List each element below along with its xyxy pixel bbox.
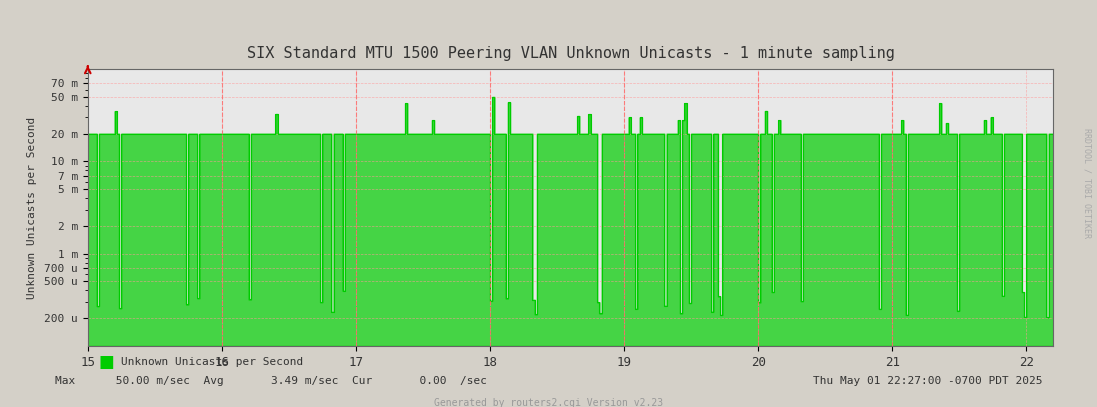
Text: Max      50.00 m/sec  Avg       3.49 m/sec  Cur       0.00  /sec: Max 50.00 m/sec Avg 3.49 m/sec Cur 0.00 … (55, 376, 487, 385)
Text: RRDTOOL / TOBI OETIKER: RRDTOOL / TOBI OETIKER (1083, 128, 1092, 238)
Text: Unknown Unicasts per Second: Unknown Unicasts per Second (121, 357, 303, 367)
Y-axis label: Unknown Unicasts per Second: Unknown Unicasts per Second (27, 116, 37, 299)
Title: SIX Standard MTU 1500 Peering VLAN Unknown Unicasts - 1 minute sampling: SIX Standard MTU 1500 Peering VLAN Unkno… (247, 46, 894, 61)
Text: ■: ■ (99, 353, 114, 371)
Text: Thu May 01 22:27:00 -0700 PDT 2025: Thu May 01 22:27:00 -0700 PDT 2025 (813, 376, 1042, 385)
Text: Generated by routers2.cgi Version v2.23: Generated by routers2.cgi Version v2.23 (434, 398, 663, 407)
